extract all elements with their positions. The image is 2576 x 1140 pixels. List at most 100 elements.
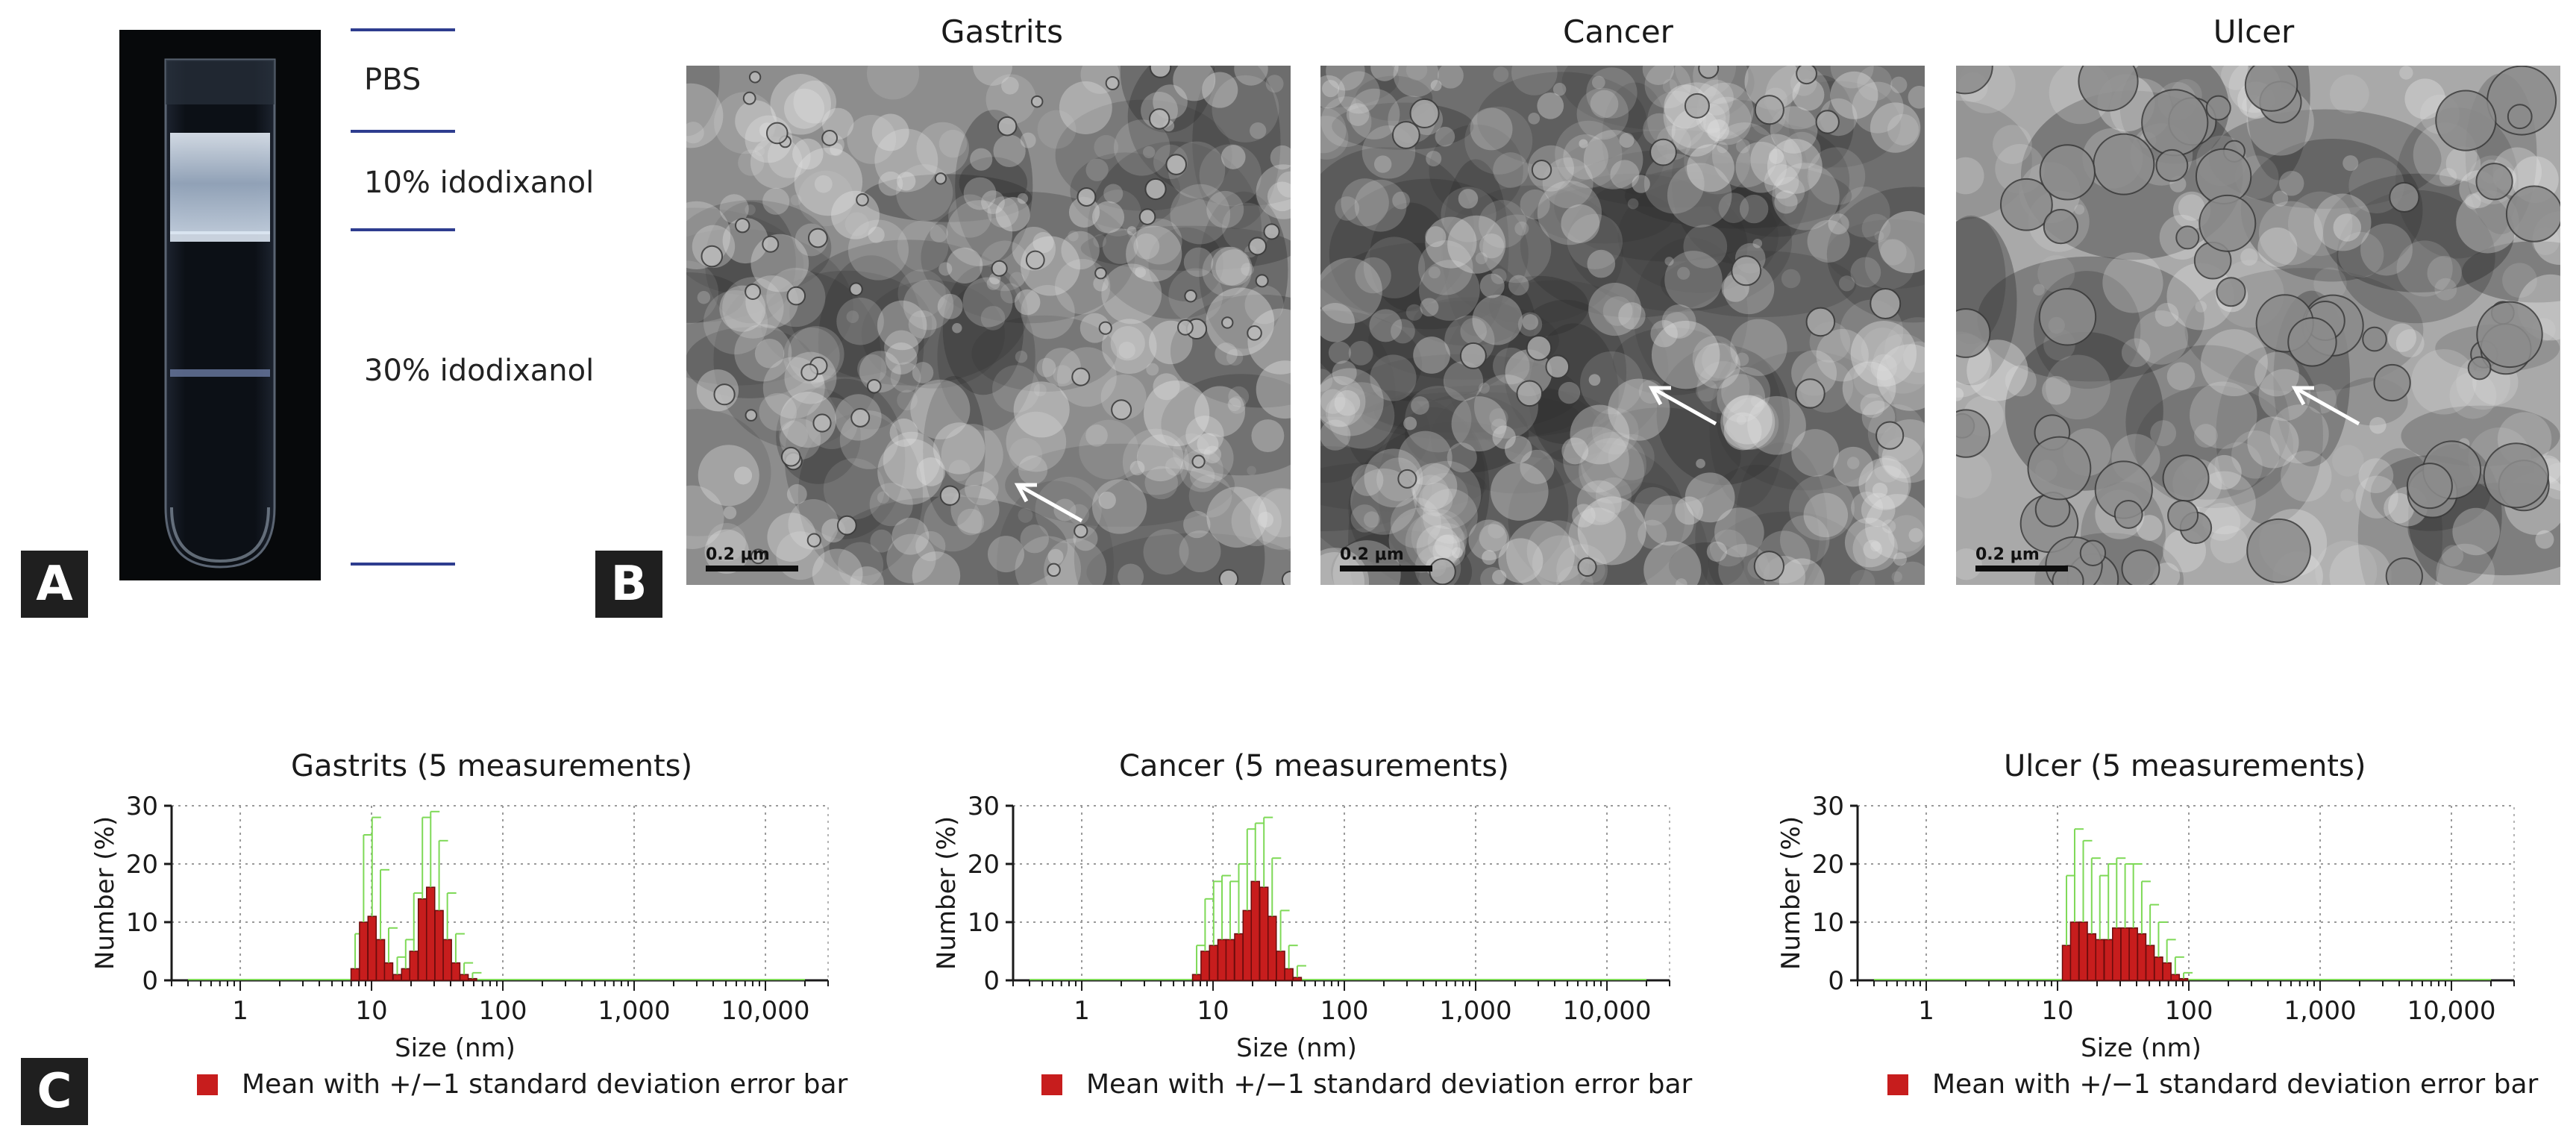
histogram-bar <box>426 886 436 981</box>
histogram-bar <box>2178 977 2189 981</box>
histogram-bar <box>1209 945 1219 981</box>
histogram-bar <box>1191 974 1202 981</box>
gradient-tube-photo <box>119 30 321 580</box>
histogram-bar <box>2120 927 2130 981</box>
em-image-ulcer: 0.2 μm <box>1956 66 2560 585</box>
histogram-bar <box>1292 977 1303 981</box>
panel-letter-a: A <box>21 551 88 618</box>
x-tick-label: 1 <box>232 996 248 1026</box>
x-tick-label: 10 <box>1197 996 1229 1026</box>
histogram-bar <box>383 962 394 981</box>
x-tick-label: 100 <box>479 996 527 1026</box>
histogram-bar <box>459 974 469 981</box>
x-tick-label: 10,000 <box>2407 996 2496 1026</box>
legend-text: Mean with +/−1 standard deviation error … <box>1932 1069 2539 1100</box>
histogram-bar <box>392 974 402 981</box>
x-axis-label: Size (nm) <box>395 1033 515 1059</box>
em-image-cancer: 0.2 μm <box>1320 66 1925 585</box>
em-micrograph <box>1320 66 1925 585</box>
plot-frame <box>171 805 829 981</box>
y-tick-label: 20 <box>1812 850 1844 880</box>
gradient-guide-line <box>351 28 455 31</box>
em-title-cancer: Cancer <box>1563 13 1673 50</box>
histogram-bar <box>2069 921 2080 981</box>
em-image-gastrits: 0.2 μm <box>686 66 1291 585</box>
em-title-ulcer: Ulcer <box>2213 13 2295 50</box>
dls-chart-ulcer: 0 10 20 30 1 10 100 1,000 10,000 Size (nm) Number … <box>1776 792 2515 1059</box>
x-axis-label: Size (nm) <box>1236 1033 1357 1059</box>
legend-text: Mean with +/−1 standard deviation error … <box>1086 1069 1693 1100</box>
layer-label-30pct: 30% idodixanol <box>364 354 595 388</box>
arrow-icon <box>2291 386 2360 426</box>
histogram-bar <box>442 939 452 981</box>
y-tick-label: 0 <box>1828 966 1844 996</box>
y-tick-label: 10 <box>126 908 158 938</box>
legend-text: Mean with +/−1 standard deviation error … <box>242 1069 848 1100</box>
histogram-bar <box>1225 939 1235 981</box>
scale-bar-label: 0.2 μm <box>1340 545 1404 564</box>
histogram-bar <box>401 968 411 981</box>
scale-bar: 0.2 μm <box>1340 545 1432 571</box>
x-tick-label: 1,000 <box>1439 996 1511 1026</box>
histogram-bar <box>2087 933 2097 981</box>
x-tick-label: 10,000 <box>721 996 810 1026</box>
layer-label-pbs: PBS <box>364 63 422 97</box>
histogram-bar <box>1217 939 1227 981</box>
histogram-bar <box>2078 921 2088 981</box>
arrow-icon <box>1648 386 1717 426</box>
chart-title-cancer: Cancer (5 measurements) <box>1119 749 1509 783</box>
tube-illustration <box>119 30 321 580</box>
histogram-bar <box>1234 933 1244 981</box>
scale-bar-label: 0.2 μm <box>706 545 770 564</box>
dls-chart-cancer: 0 10 20 30 1 10 100 1,000 10,000 Size (nm) Number … <box>932 792 1670 1059</box>
histogram-bar <box>1276 950 1285 981</box>
x-tick-label: 10 <box>2041 996 2073 1026</box>
plot-frame <box>1857 805 2515 981</box>
x-tick-label: 100 <box>1320 996 1369 1026</box>
histogram-bar <box>2112 927 2122 981</box>
histogram-bar <box>2145 945 2155 981</box>
chart-title-ulcer: Ulcer (5 measurements) <box>2004 749 2366 783</box>
histogram-bar <box>2170 974 2181 981</box>
y-tick-label: 30 <box>968 792 1000 821</box>
x-tick-label: 10 <box>355 996 387 1026</box>
histogram-bar <box>1267 915 1277 981</box>
x-tick-label: 1,000 <box>598 996 670 1026</box>
arrow-icon <box>1014 483 1083 523</box>
y-axis-label: Number (%) <box>90 816 120 970</box>
x-axis-label: Size (nm) <box>2081 1033 2201 1059</box>
x-tick-label: 1 <box>1918 996 1934 1026</box>
histogram-bar <box>2103 939 2113 981</box>
histogram-bar <box>2128 927 2138 981</box>
layer-label-10pct: 10% idodixanol <box>364 166 595 200</box>
scale-bar-label: 0.2 μm <box>1975 545 2040 564</box>
histogram-bar <box>1250 880 1260 981</box>
chart-legend: Mean with +/−1 standard deviation error … <box>1887 1069 2538 1100</box>
histogram-bar <box>417 898 427 981</box>
gradient-guide-line <box>351 563 455 566</box>
y-tick-label: 0 <box>983 966 1000 996</box>
em-title-gastrits: Gastrits <box>941 13 1063 50</box>
legend-swatch <box>1887 1074 1908 1095</box>
histogram-bar <box>1242 909 1253 981</box>
panel-letter-c: C <box>21 1058 88 1125</box>
histogram-bar <box>451 962 461 981</box>
y-tick-label: 20 <box>126 850 158 880</box>
panel-letter-b: B <box>595 551 662 618</box>
histogram-bar <box>468 977 477 981</box>
em-micrograph <box>1956 66 2560 585</box>
x-tick-label: 1,000 <box>2284 996 2356 1026</box>
y-tick-label: 10 <box>968 908 1000 938</box>
legend-swatch <box>1041 1074 1062 1095</box>
histogram-bar <box>2162 962 2172 981</box>
histogram-bar <box>2095 939 2105 981</box>
histogram-bar <box>375 939 386 981</box>
histogram-bar <box>367 915 377 981</box>
x-tick-label: 100 <box>2165 996 2213 1026</box>
histogram-bar <box>350 968 360 981</box>
em-micrograph <box>686 66 1291 585</box>
gradient-guide-line <box>351 130 455 133</box>
x-tick-label: 10,000 <box>1563 996 1652 1026</box>
y-tick-label: 30 <box>1812 792 1844 821</box>
y-axis-label: Number (%) <box>932 816 962 970</box>
